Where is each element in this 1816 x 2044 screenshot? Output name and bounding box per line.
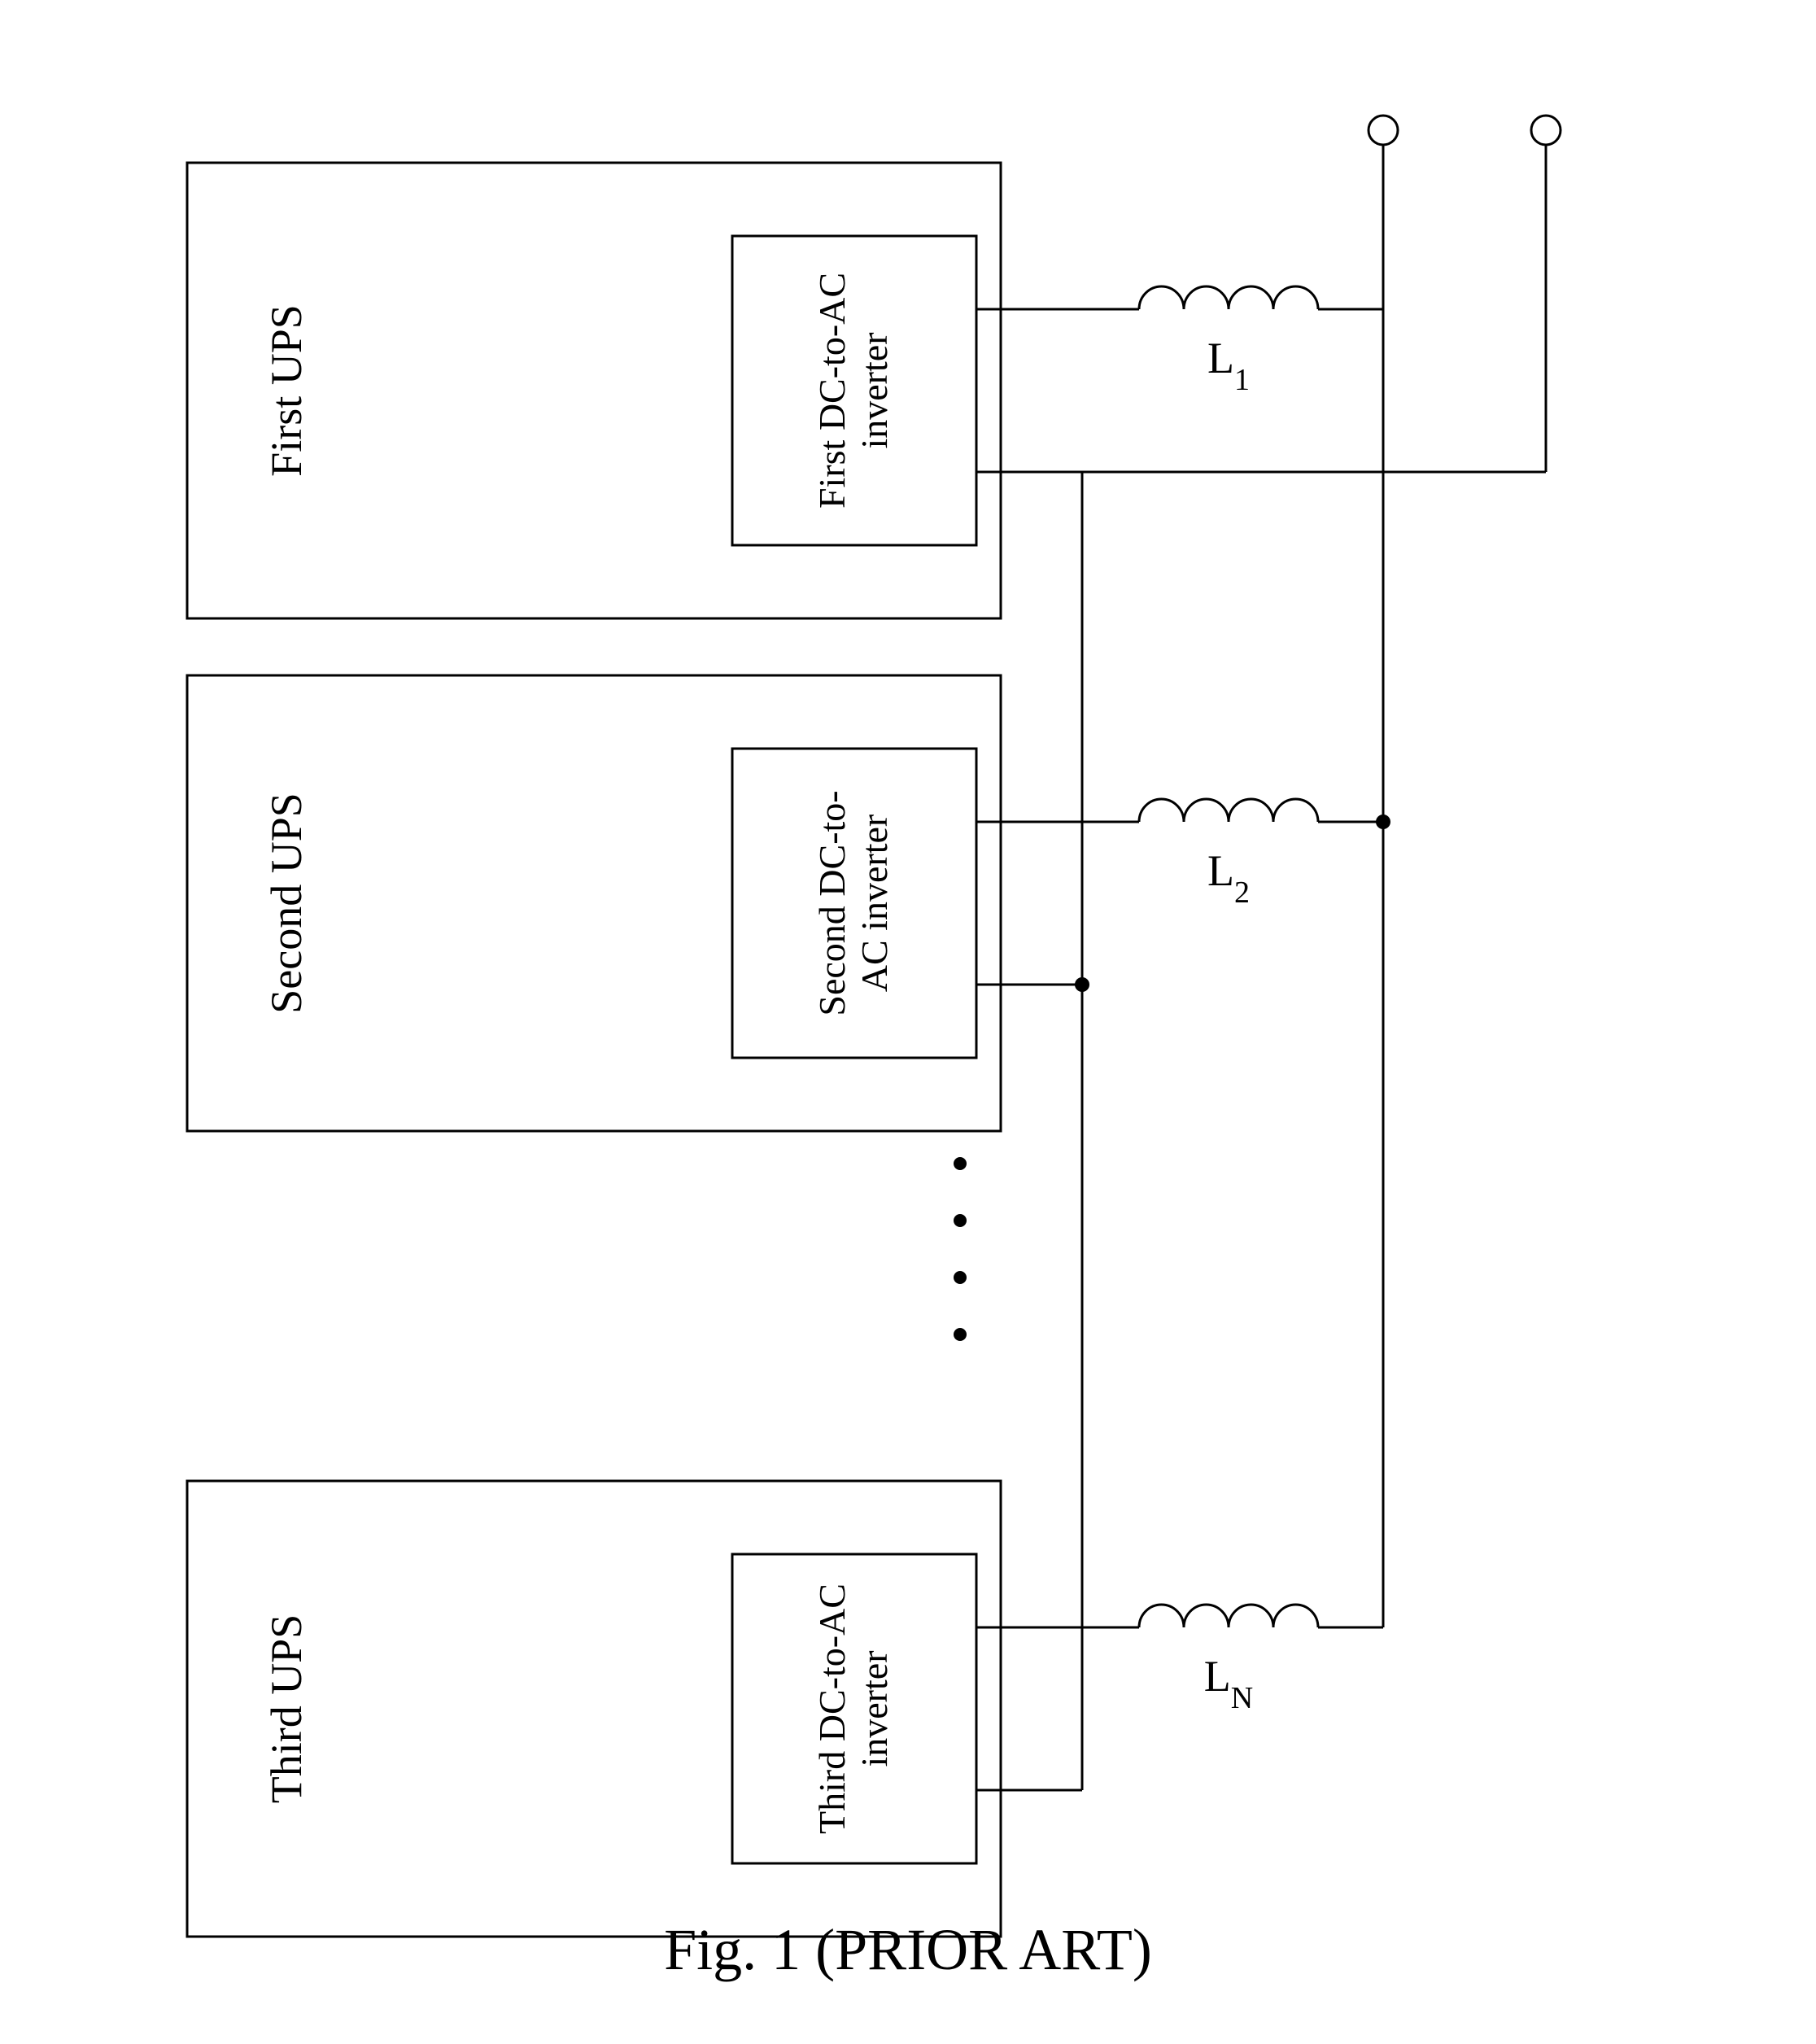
figure-caption: Fig. 1 (PRIOR ART)	[664, 1917, 1152, 1982]
ellipsis-dot	[954, 1157, 967, 1170]
inductor	[1139, 799, 1318, 822]
ups-label: Third UPS	[262, 1614, 311, 1804]
inductor	[1139, 286, 1318, 309]
inverter-label: First DC-to-AC	[811, 273, 853, 509]
terminal	[1531, 116, 1561, 145]
inverter-label: Second DC-to-	[811, 790, 853, 1015]
terminal	[1369, 116, 1398, 145]
ups-label: Second UPS	[262, 793, 311, 1014]
inductor-label: L2	[1207, 846, 1250, 910]
inverter-label: inverter	[853, 332, 895, 448]
inductor	[1139, 1605, 1318, 1627]
ellipsis-dot	[954, 1271, 967, 1284]
ellipsis-dot	[954, 1214, 967, 1227]
inverter-label: inverter	[853, 1650, 895, 1767]
inductor-label: LN	[1204, 1652, 1253, 1715]
inverter-label: AC inverter	[853, 815, 895, 992]
ups-label: First UPS	[262, 304, 311, 477]
inverter-label: Third DC-to-AC	[811, 1583, 853, 1834]
ellipsis-dot	[954, 1328, 967, 1341]
inductor-label: L1	[1207, 334, 1250, 397]
